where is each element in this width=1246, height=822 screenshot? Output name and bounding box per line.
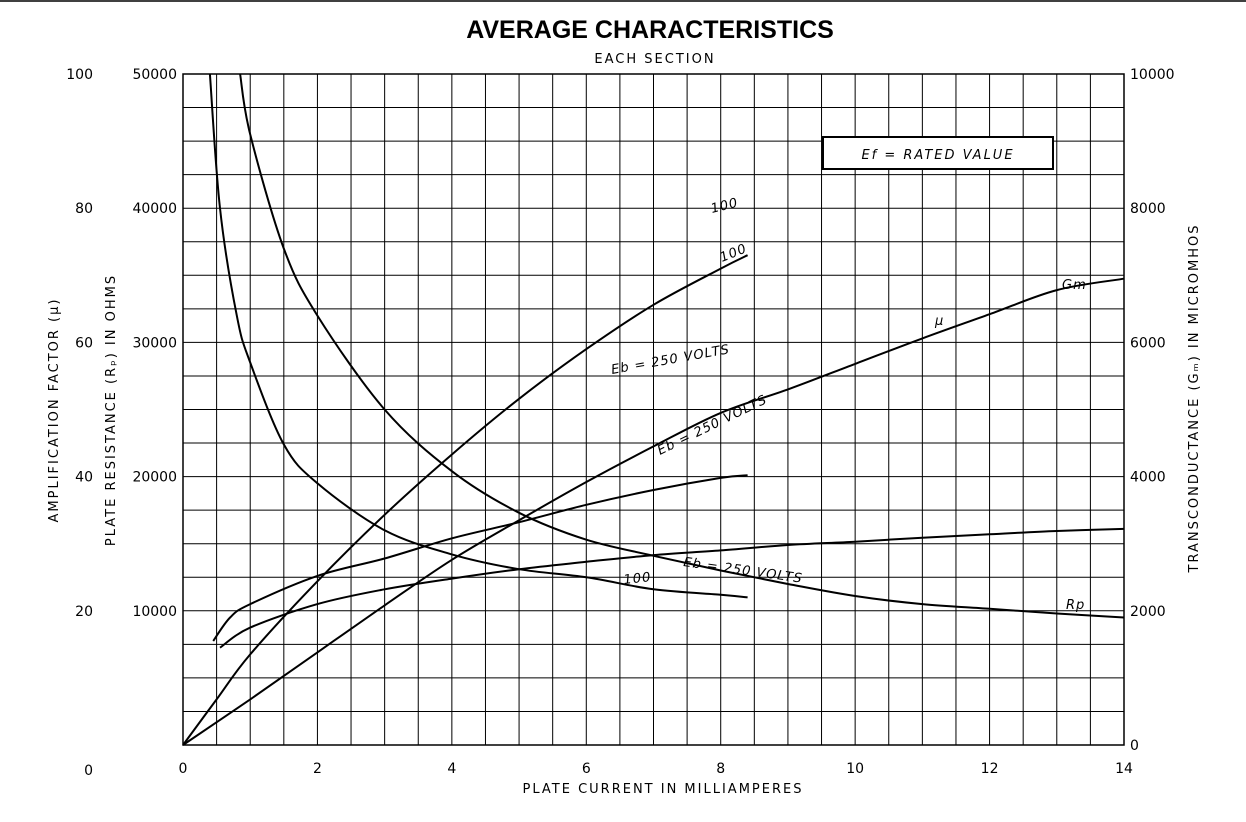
rp-curve-label: Eb = 250 VOLTS — [682, 555, 803, 587]
x-tick-label: 12 — [981, 761, 999, 777]
plot-frame — [182, 73, 1125, 746]
rp-tick-label: 30000 — [132, 335, 177, 351]
gm-tick-label: 4000 — [1130, 470, 1166, 486]
mu-tick-label: 20 — [75, 604, 93, 620]
x-tick-label: 4 — [447, 761, 456, 777]
mu-tick-label: 0 — [84, 763, 93, 779]
gm-tick-label: 0 — [1130, 738, 1139, 754]
mu-curve-label: Eb = 250 VOLTS — [610, 342, 731, 378]
tick-labels: 0 2 4 6 8 10 12 1402040608010010000200003000040… — [66, 67, 1174, 779]
rp-axis-label: PLATE RESISTANCE (Rₚ) IN OHMS — [104, 274, 119, 546]
gm-tick-label: 10000 — [1130, 67, 1175, 83]
rp-tick-label: 20000 — [132, 470, 177, 486]
mu-end-label: μ — [934, 314, 944, 329]
note-box — [822, 136, 1054, 170]
rp-tick-label: 10000 — [132, 604, 177, 620]
chart-subtitle: EACH SECTION — [594, 52, 715, 67]
mu-tick-label: 100 — [66, 67, 93, 83]
x-axis-label: PLATE CURRENT IN MILLIAMPERES — [523, 782, 804, 797]
rp-tick-label: 50000 — [132, 67, 177, 83]
note-text: Ef = RATED VALUE — [861, 148, 1014, 163]
gm-curve-label: Eb = 250 VOLTS — [655, 392, 770, 458]
rp-end-label: Rp — [1066, 598, 1085, 613]
series-line-1-100 — [212, 474, 748, 642]
chart-title: AVERAGE CHARACTERISTICS — [466, 16, 834, 44]
x-tick-label: 8 — [716, 761, 725, 777]
gm-end-label: Gm — [1062, 278, 1087, 293]
x-tick-label: 0 — [179, 761, 188, 777]
mu-axis-label: AMPLIFICATION FACTOR (μ) — [47, 298, 62, 523]
rp-tick-label: 40000 — [132, 201, 177, 217]
gm-tick-label: 2000 — [1130, 604, 1166, 620]
x-tick-label: 10 — [846, 761, 864, 777]
gm-tick-label: 8000 — [1130, 201, 1166, 217]
series-line-0-mu — [219, 527, 1125, 649]
mu-tick-label: 60 — [75, 335, 93, 351]
mu-tick-label: 40 — [75, 470, 93, 486]
curves — [182, 73, 1125, 746]
x-tick-label: 6 — [582, 761, 591, 777]
rp-100-label: 100 — [623, 570, 652, 588]
series-line-4-rp — [239, 73, 1125, 619]
gm-tick-label: 6000 — [1130, 335, 1166, 351]
series-line-5-rp-100 — [208, 73, 748, 599]
series-line-2-gm — [182, 277, 1125, 746]
x-tick-label: 14 — [1115, 761, 1133, 777]
gm-axis-label: TRANSCONDUCTANCE (Gₘ) IN MICROMHOS — [1187, 224, 1202, 574]
mu-tick-label: 80 — [75, 201, 93, 217]
series-line-3-gm-100 — [182, 254, 749, 746]
mu-100-label: 100 — [709, 196, 740, 217]
x-tick-label: 2 — [313, 761, 322, 777]
grid — [182, 73, 1125, 746]
